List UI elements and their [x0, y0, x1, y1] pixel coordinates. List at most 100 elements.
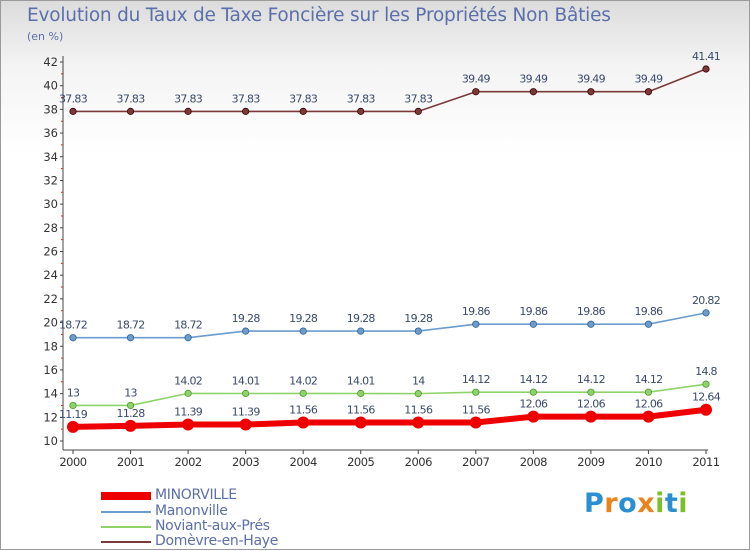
data-label-dom-vre-en-haye: 37.83 — [59, 92, 88, 105]
y-tick-label: 10 — [43, 434, 58, 448]
data-point-dom-vre-en-haye — [472, 88, 480, 96]
y-tick-label: 30 — [43, 197, 58, 211]
data-label-minorville: 11.28 — [117, 407, 146, 420]
logo-letter: i — [655, 488, 665, 519]
data-point-noviant-aux-pr-s — [242, 389, 250, 398]
data-point-manonville — [414, 327, 422, 335]
x-tick-label: 2001 — [117, 455, 144, 469]
y-tick-label: 24 — [43, 268, 58, 282]
data-point-manonville — [702, 309, 710, 317]
data-point-minorville — [469, 416, 482, 429]
data-point-manonville — [472, 320, 480, 328]
data-label-minorville: 12.06 — [577, 398, 606, 411]
data-label-noviant-aux-pr-s: 14.12 — [577, 373, 605, 386]
data-label-noviant-aux-pr-s: 14.12 — [519, 373, 547, 386]
data-label-noviant-aux-pr-s: 14.12 — [462, 373, 490, 386]
data-label-manonville: 19.28 — [289, 312, 318, 325]
data-label-manonville: 19.28 — [347, 312, 376, 325]
logo-letter: o — [618, 488, 638, 519]
data-label-minorville: 12.06 — [519, 398, 548, 411]
data-point-minorville — [239, 418, 252, 431]
legend-swatch-domevre — [101, 541, 151, 543]
data-label-noviant-aux-pr-s: 13 — [67, 386, 80, 399]
logo-letter: i — [678, 488, 689, 519]
data-point-noviant-aux-pr-s — [69, 401, 77, 410]
data-label-manonville: 19.86 — [577, 305, 606, 318]
data-label-noviant-aux-pr-s: 14.8 — [695, 365, 717, 378]
data-label-noviant-aux-pr-s: 14.02 — [174, 374, 202, 387]
data-label-minorville: 11.56 — [462, 404, 491, 417]
data-point-minorville — [412, 416, 425, 429]
logo-letter: P — [584, 488, 605, 519]
data-label-dom-vre-en-haye: 37.83 — [174, 92, 203, 105]
legend-swatch-minorville — [101, 492, 151, 500]
data-label-manonville: 18.72 — [59, 319, 87, 332]
logo-letter: x — [637, 488, 656, 519]
data-label-dom-vre-en-haye: 39.49 — [634, 73, 663, 86]
legend-label-manonville: Manonville — [155, 503, 228, 519]
data-point-minorville — [354, 416, 367, 429]
y-tick-label: 26 — [43, 245, 58, 259]
chart-title: Evolution du Taux de Taxe Foncière sur l… — [27, 5, 611, 26]
legend-swatch-noviant — [101, 526, 151, 528]
data-point-noviant-aux-pr-s — [472, 388, 480, 396]
y-tick-label: 40 — [43, 79, 58, 93]
data-point-noviant-aux-pr-s — [184, 389, 192, 397]
data-point-noviant-aux-pr-s — [644, 388, 653, 396]
data-point-dom-vre-en-haye — [644, 88, 653, 96]
data-label-manonville: 19.28 — [404, 312, 433, 325]
data-point-manonville — [184, 334, 192, 342]
data-point-manonville — [644, 320, 653, 328]
data-label-minorville: 12.64 — [692, 391, 721, 404]
data-label-noviant-aux-pr-s: 14.01 — [347, 375, 375, 388]
data-point-noviant-aux-pr-s — [587, 388, 595, 396]
data-point-manonville — [126, 334, 135, 342]
data-point-noviant-aux-pr-s — [126, 401, 135, 410]
data-label-noviant-aux-pr-s: 14.02 — [289, 374, 317, 387]
data-point-minorville — [297, 416, 310, 429]
data-point-dom-vre-en-haye — [242, 107, 250, 115]
data-label-noviant-aux-pr-s: 13 — [124, 386, 137, 399]
data-label-manonville: 20.82 — [692, 294, 720, 307]
data-point-dom-vre-en-haye — [414, 107, 422, 115]
x-tick-label: 2009 — [577, 455, 604, 469]
y-tick-label: 12 — [43, 410, 58, 424]
chart-unit-label: (en %) — [27, 30, 64, 43]
data-point-dom-vre-en-haye — [529, 88, 537, 96]
data-point-minorville — [527, 410, 540, 423]
data-point-minorville — [182, 418, 195, 431]
y-tick-label: 34 — [43, 150, 58, 164]
data-point-noviant-aux-pr-s — [299, 389, 307, 397]
x-tick-label: 2004 — [290, 455, 317, 469]
y-tick-label: 42 — [43, 55, 58, 69]
legend-label-noviant: Noviant-aux-Prés — [155, 518, 270, 534]
data-label-minorville: 11.56 — [347, 404, 376, 417]
data-label-manonville: 19.86 — [634, 305, 663, 318]
data-point-manonville — [242, 327, 250, 335]
data-point-minorville — [124, 419, 137, 432]
legend-label-domevre: Domèvre-en-Haye — [155, 533, 279, 549]
data-label-dom-vre-en-haye: 37.83 — [347, 92, 376, 105]
legend-swatch-manonville — [101, 511, 151, 513]
series-line-minorville — [70, 406, 709, 430]
data-point-minorville — [67, 420, 79, 433]
data-label-dom-vre-en-haye: 41.41 — [692, 50, 720, 63]
y-tick-label: 18 — [43, 339, 58, 353]
data-point-dom-vre-en-haye — [126, 107, 135, 115]
data-point-noviant-aux-pr-s — [529, 388, 537, 396]
data-point-dom-vre-en-haye — [357, 107, 365, 115]
data-label-dom-vre-en-haye: 39.49 — [577, 73, 606, 86]
x-tick-label: 2005 — [347, 455, 374, 469]
y-tick-label: 32 — [43, 173, 58, 187]
data-point-noviant-aux-pr-s — [414, 390, 422, 398]
y-tick-label: 14 — [43, 387, 58, 401]
data-label-manonville: 19.86 — [462, 305, 491, 318]
y-tick-label: 28 — [43, 221, 58, 235]
data-label-dom-vre-en-haye: 37.83 — [117, 92, 146, 105]
data-label-noviant-aux-pr-s: 14 — [412, 375, 425, 388]
proxiti-logo: Proxiti — [584, 488, 688, 519]
y-tick-label: 16 — [43, 363, 58, 377]
data-label-minorville: 11.39 — [232, 406, 261, 419]
